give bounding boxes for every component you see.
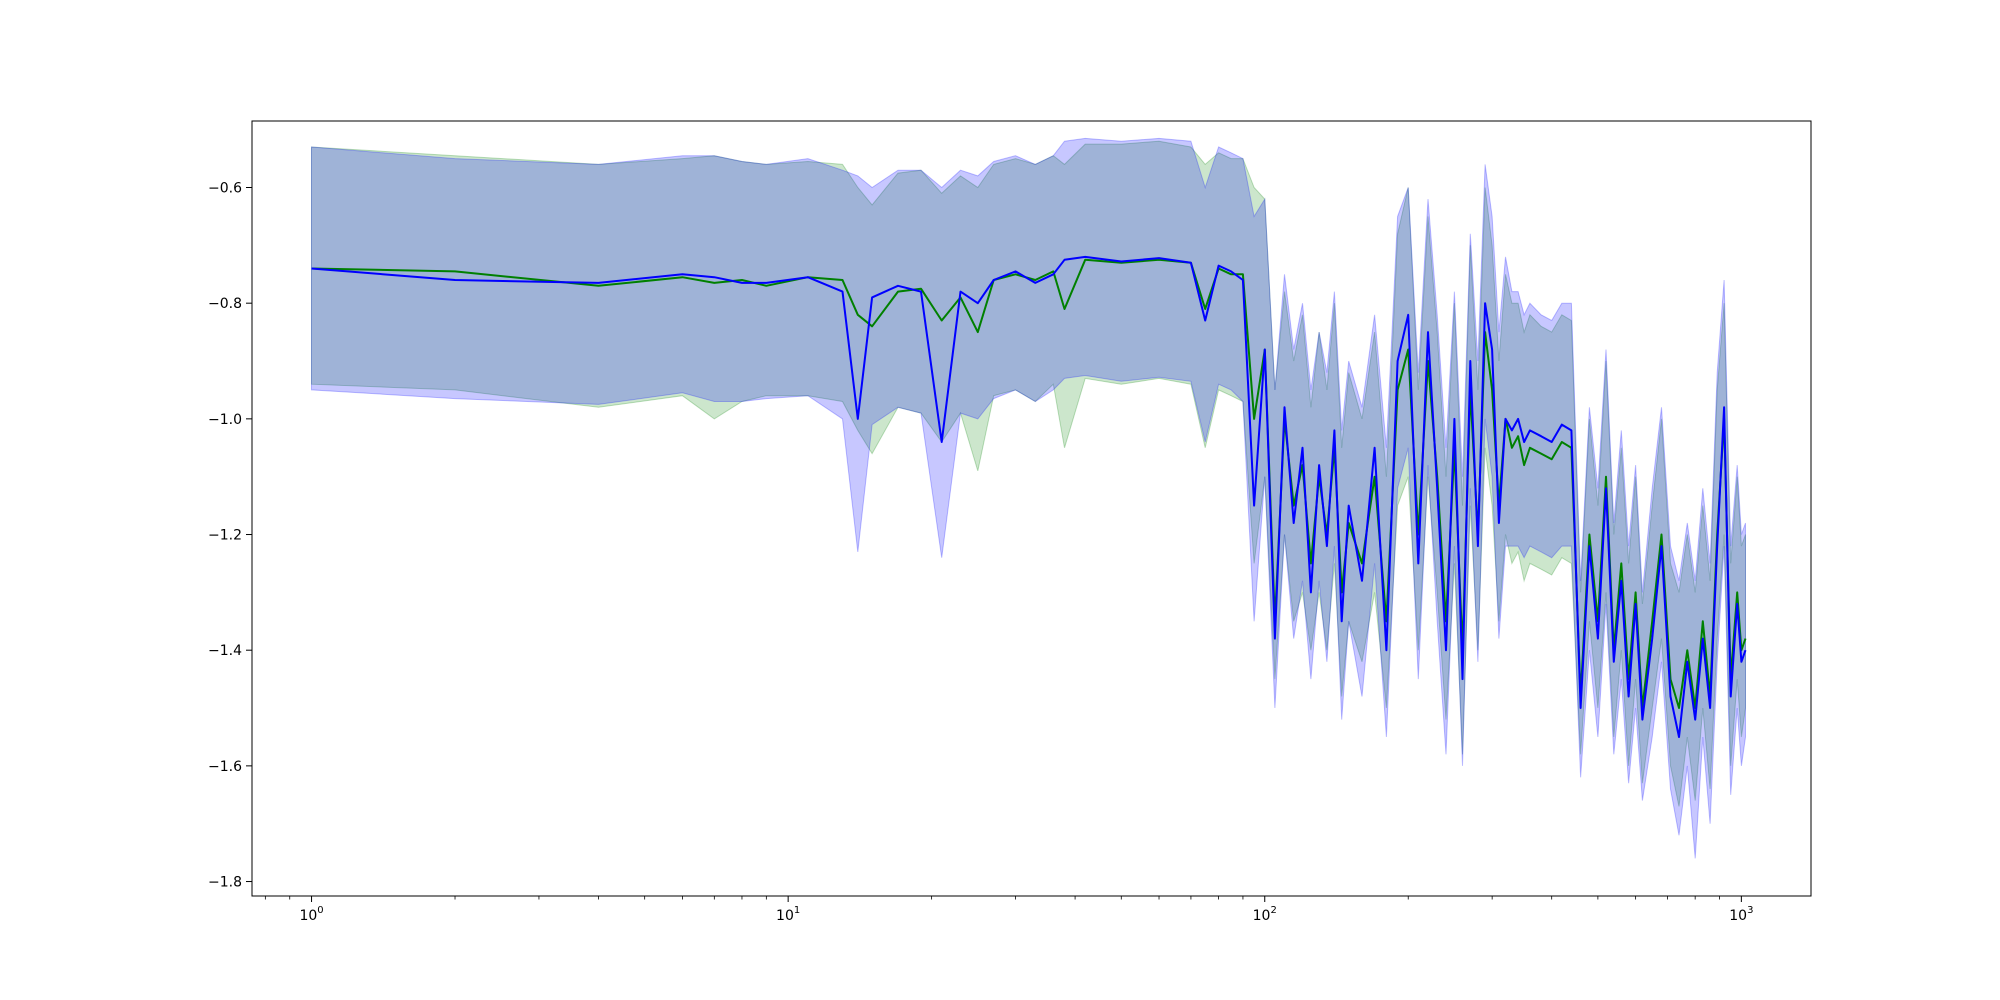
y-tick-label: −1.8 [208, 875, 242, 891]
x-tick-label: 101 [776, 905, 800, 924]
x-tick-label: 100 [299, 905, 323, 924]
y-tick-label: −1.6 [208, 759, 242, 775]
y-tick-label: −0.6 [208, 181, 242, 197]
y-axis: −0.6 −0.8 −1.0 −1.2 −1.4 −1.6 −1.8 [208, 181, 252, 891]
plot-area-frame [251, 120, 1812, 897]
x-axis: 100 101 102 103 [264, 896, 1753, 924]
series-line-2 [311, 255, 1747, 738]
y-tick-label: −1.2 [208, 528, 242, 544]
x-tick-label: 103 [1729, 905, 1753, 924]
x-tick-label: 102 [1253, 905, 1277, 924]
y-tick-label: −0.8 [208, 296, 242, 312]
confidence-band-2 [311, 137, 1746, 859]
y-tick-label: −1.0 [208, 412, 242, 428]
y-tick-label: −1.4 [208, 643, 242, 659]
series-lines [311, 255, 1747, 738]
